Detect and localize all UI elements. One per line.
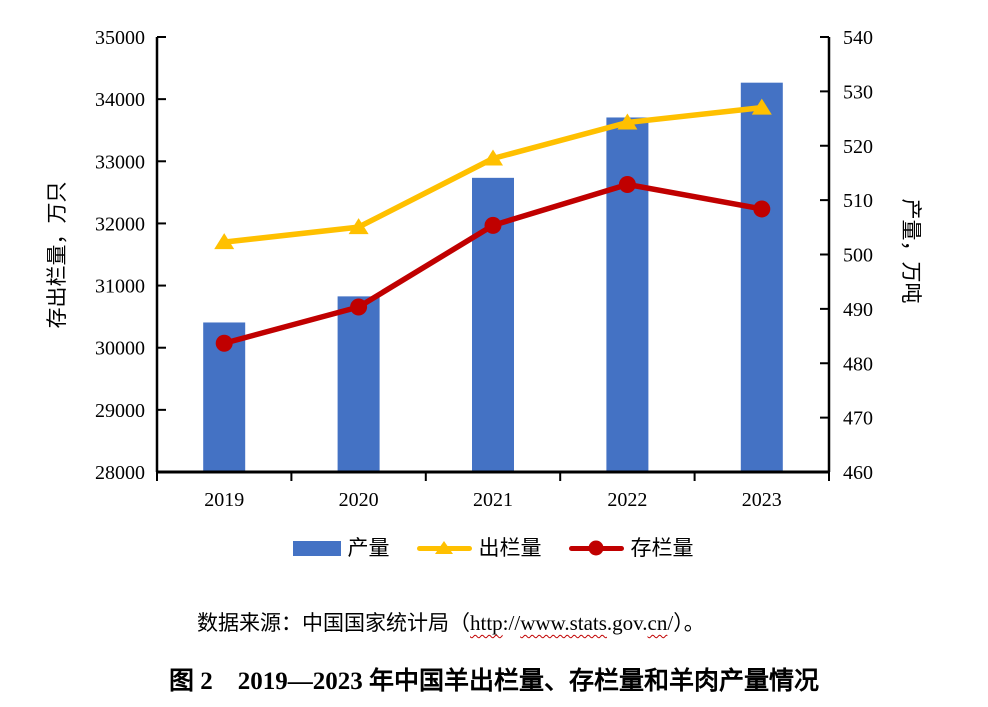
legend-label-inventory: 存栏量 bbox=[630, 535, 694, 560]
left-tick-label: 30000 bbox=[95, 338, 145, 360]
inventory-point-2023 bbox=[753, 200, 771, 218]
url-segment: :// bbox=[502, 611, 521, 635]
url-segment: .gov. bbox=[606, 611, 648, 635]
inventory-point-2021 bbox=[484, 216, 502, 234]
inventory-point-2020 bbox=[350, 298, 368, 316]
chart-legend: 产量 出栏量 存栏量 bbox=[157, 533, 829, 563]
left-tick-label: 35000 bbox=[95, 27, 145, 49]
bar-production-2022 bbox=[606, 117, 649, 472]
inventory-line-swatch bbox=[568, 539, 624, 557]
right-tick-label: 480 bbox=[843, 353, 873, 375]
left-tick-label: 28000 bbox=[95, 462, 145, 484]
production-bar-swatch bbox=[292, 540, 341, 556]
left-axis-title: 存出栏量，万只 bbox=[45, 182, 69, 329]
caption-prefix: 数据来源：中国国家统计局（ bbox=[197, 611, 470, 635]
legend-item-production: 产量 bbox=[292, 535, 390, 560]
slaughter-point-2021 bbox=[483, 149, 503, 166]
slaughter-line-swatch bbox=[416, 539, 472, 557]
circle-marker-icon bbox=[588, 540, 604, 556]
right-tick-label: 460 bbox=[843, 462, 873, 484]
inventory-point-2022 bbox=[618, 175, 636, 193]
right-tick-label: 500 bbox=[843, 245, 873, 267]
x-category-label: 2019 bbox=[204, 489, 244, 511]
bar-production-2023 bbox=[740, 82, 783, 473]
inventory-point-2019 bbox=[215, 334, 233, 352]
left-tick-label: 34000 bbox=[95, 89, 145, 111]
right-tick-label: 490 bbox=[843, 299, 873, 321]
data-source-caption: 数据来源：中国国家统计局（http://www.stats.gov.cn/）。 bbox=[197, 607, 705, 637]
slaughter-point-2022 bbox=[617, 113, 638, 130]
url-segment: www.stats bbox=[520, 611, 607, 635]
left-tick-label: 33000 bbox=[95, 151, 145, 173]
legend-item-slaughter: 出栏量 bbox=[416, 535, 542, 560]
caption-suffix: ）。 bbox=[673, 611, 705, 635]
data-source-url: http://www.stats.gov.cn/ bbox=[470, 611, 673, 635]
x-category-label: 2020 bbox=[339, 489, 379, 511]
left-tick-label: 32000 bbox=[95, 213, 145, 235]
legend-item-inventory: 存栏量 bbox=[568, 535, 694, 560]
slaughter-point-2023 bbox=[751, 98, 772, 115]
right-axis-title: 产量，万吨 bbox=[899, 199, 923, 304]
x-category-label: 2023 bbox=[742, 489, 782, 511]
right-tick-label: 470 bbox=[843, 408, 873, 430]
x-category-label: 2021 bbox=[473, 489, 513, 511]
slaughter-point-2020 bbox=[348, 218, 369, 235]
triangle-marker-icon bbox=[435, 541, 453, 554]
right-tick-label: 520 bbox=[843, 136, 873, 158]
legend-label-slaughter: 出栏量 bbox=[478, 535, 542, 560]
url-segment: cn bbox=[647, 611, 668, 635]
url-segment: / bbox=[667, 611, 674, 635]
left-tick-label: 31000 bbox=[95, 276, 145, 298]
legend-label-production: 产量 bbox=[347, 535, 390, 560]
figure-title: 图 2 2019—2023 年中国羊出栏量、存栏量和羊肉产量情况 bbox=[168, 668, 819, 695]
bar-production-2020 bbox=[337, 296, 380, 472]
x-category-label: 2022 bbox=[607, 489, 647, 511]
sheep-statistics-combo-chart: 28000 29000 30000 31000 32000 33000 34000 35000… bbox=[45, 27, 923, 511]
url-segment: http bbox=[470, 611, 503, 635]
right-tick-label: 540 bbox=[843, 27, 873, 49]
right-tick-label: 510 bbox=[843, 190, 873, 212]
slaughter-point-2019 bbox=[214, 233, 235, 250]
left-tick-label: 29000 bbox=[95, 400, 145, 422]
right-tick-label: 530 bbox=[843, 81, 873, 103]
